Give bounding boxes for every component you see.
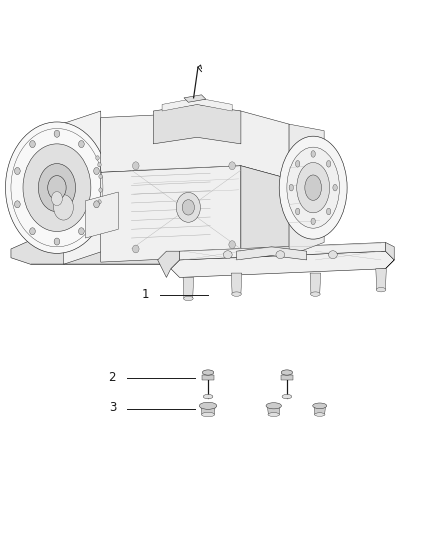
Polygon shape xyxy=(310,273,321,294)
Polygon shape xyxy=(201,408,215,415)
Ellipse shape xyxy=(53,195,73,220)
Ellipse shape xyxy=(6,122,109,253)
Polygon shape xyxy=(268,408,280,415)
Polygon shape xyxy=(158,251,180,278)
Ellipse shape xyxy=(94,201,99,208)
Ellipse shape xyxy=(311,218,315,225)
Polygon shape xyxy=(241,166,289,255)
Polygon shape xyxy=(184,95,206,102)
Polygon shape xyxy=(281,375,293,379)
Polygon shape xyxy=(180,243,385,260)
Ellipse shape xyxy=(232,292,241,296)
Polygon shape xyxy=(231,273,242,294)
Ellipse shape xyxy=(326,160,331,167)
Ellipse shape xyxy=(23,144,91,231)
Polygon shape xyxy=(11,240,276,264)
Ellipse shape xyxy=(132,162,139,169)
Ellipse shape xyxy=(30,141,35,148)
Ellipse shape xyxy=(296,160,300,167)
Ellipse shape xyxy=(94,167,99,174)
Ellipse shape xyxy=(229,241,236,248)
Ellipse shape xyxy=(311,292,320,296)
Ellipse shape xyxy=(333,184,337,191)
Polygon shape xyxy=(85,192,118,238)
Ellipse shape xyxy=(203,394,213,399)
Ellipse shape xyxy=(39,164,76,212)
Polygon shape xyxy=(376,269,386,290)
Ellipse shape xyxy=(281,370,293,375)
Ellipse shape xyxy=(30,228,35,235)
Text: 1: 1 xyxy=(141,288,149,301)
Ellipse shape xyxy=(199,402,217,409)
Ellipse shape xyxy=(328,251,337,259)
Ellipse shape xyxy=(96,156,99,160)
Ellipse shape xyxy=(78,141,84,148)
Ellipse shape xyxy=(48,175,66,200)
Ellipse shape xyxy=(326,208,331,215)
Ellipse shape xyxy=(376,287,386,292)
Ellipse shape xyxy=(78,228,84,235)
Ellipse shape xyxy=(297,163,329,213)
Polygon shape xyxy=(237,247,307,260)
Ellipse shape xyxy=(314,413,325,416)
Ellipse shape xyxy=(54,130,60,138)
Ellipse shape xyxy=(98,163,101,167)
Ellipse shape xyxy=(268,413,279,416)
Polygon shape xyxy=(101,166,241,262)
Polygon shape xyxy=(153,104,241,144)
Polygon shape xyxy=(202,375,214,379)
Ellipse shape xyxy=(289,184,293,191)
Ellipse shape xyxy=(98,200,101,204)
Ellipse shape xyxy=(182,200,194,215)
Ellipse shape xyxy=(14,167,20,174)
Text: 3: 3 xyxy=(109,401,116,415)
Ellipse shape xyxy=(279,136,347,239)
Text: 2: 2 xyxy=(109,371,116,384)
Ellipse shape xyxy=(305,175,321,200)
Ellipse shape xyxy=(266,403,282,409)
Polygon shape xyxy=(101,111,289,179)
Ellipse shape xyxy=(202,370,214,375)
Ellipse shape xyxy=(14,201,20,208)
Ellipse shape xyxy=(184,296,193,301)
Ellipse shape xyxy=(296,208,300,215)
Ellipse shape xyxy=(99,188,102,192)
Polygon shape xyxy=(385,243,394,269)
Ellipse shape xyxy=(287,147,339,228)
Ellipse shape xyxy=(276,251,285,259)
Ellipse shape xyxy=(282,394,292,399)
Polygon shape xyxy=(162,98,232,111)
Ellipse shape xyxy=(313,403,327,409)
Ellipse shape xyxy=(229,162,236,169)
Polygon shape xyxy=(61,111,103,264)
Polygon shape xyxy=(289,124,324,255)
Ellipse shape xyxy=(99,174,102,179)
Polygon shape xyxy=(183,278,194,298)
Ellipse shape xyxy=(223,251,232,259)
Ellipse shape xyxy=(176,192,200,222)
Polygon shape xyxy=(314,408,325,415)
Ellipse shape xyxy=(311,151,315,157)
Ellipse shape xyxy=(54,238,60,245)
Ellipse shape xyxy=(52,191,63,206)
Polygon shape xyxy=(171,251,394,278)
Ellipse shape xyxy=(201,413,215,417)
Ellipse shape xyxy=(132,245,139,253)
